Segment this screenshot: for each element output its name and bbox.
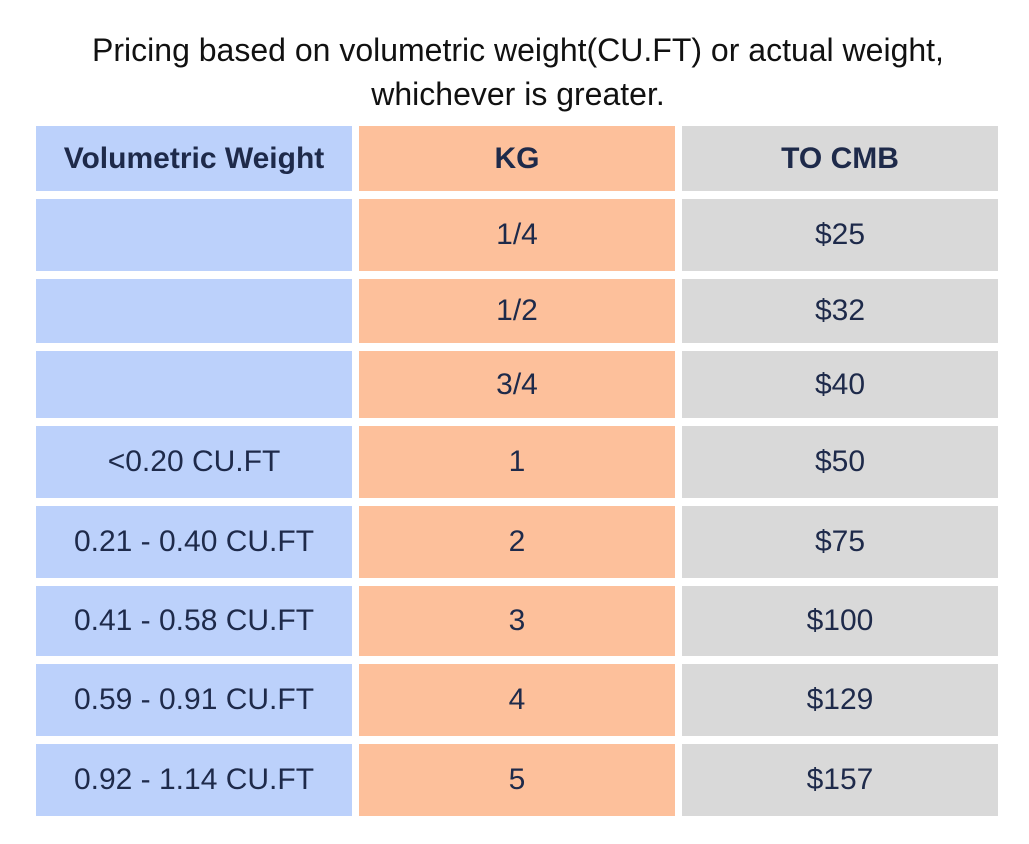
table-row: 3/4 $40: [36, 351, 998, 418]
volume-cell: [36, 199, 352, 271]
table-header-row: Volumetric Weight KG TO CMB: [36, 126, 998, 191]
volume-cell: [36, 351, 352, 418]
volume-cell: [36, 279, 352, 343]
price-cell: $157: [682, 744, 998, 816]
price-cell: $75: [682, 506, 998, 578]
caption-line-1: Pricing based on volumetric weight(CU.FT…: [92, 32, 944, 68]
header-kg: KG: [359, 126, 675, 191]
table-row: 0.21 - 0.40 CU.FT 2 $75: [36, 506, 998, 578]
kg-cell: 1/2: [359, 279, 675, 343]
price-cell: $129: [682, 664, 998, 736]
kg-cell: 4: [359, 664, 675, 736]
kg-cell: 3/4: [359, 351, 675, 418]
price-cell: $40: [682, 351, 998, 418]
caption-line-2: whichever is greater.: [371, 76, 665, 112]
header-to-cmb: TO CMB: [682, 126, 998, 191]
volume-cell: 0.92 - 1.14 CU.FT: [36, 744, 352, 816]
kg-cell: 2: [359, 506, 675, 578]
pricing-table: Volumetric Weight KG TO CMB 1/4 $25 1/2 …: [36, 126, 998, 824]
price-cell: $50: [682, 426, 998, 498]
kg-cell: 3: [359, 586, 675, 656]
table-row: 0.59 - 0.91 CU.FT 4 $129: [36, 664, 998, 736]
kg-cell: 1: [359, 426, 675, 498]
kg-cell: 1/4: [359, 199, 675, 271]
table-row: 1/2 $32: [36, 279, 998, 343]
volume-cell: 0.21 - 0.40 CU.FT: [36, 506, 352, 578]
table-row: 0.92 - 1.14 CU.FT 5 $157: [36, 744, 998, 816]
header-volumetric-weight: Volumetric Weight: [36, 126, 352, 191]
volume-cell: 0.59 - 0.91 CU.FT: [36, 664, 352, 736]
volume-cell: 0.41 - 0.58 CU.FT: [36, 586, 352, 656]
table-row: 0.41 - 0.58 CU.FT 3 $100: [36, 586, 998, 656]
kg-cell: 5: [359, 744, 675, 816]
pricing-caption: Pricing based on volumetric weight(CU.FT…: [0, 28, 1029, 116]
table-row: 1/4 $25: [36, 199, 998, 271]
price-cell: $100: [682, 586, 998, 656]
price-cell: $32: [682, 279, 998, 343]
table-row: <0.20 CU.FT 1 $50: [36, 426, 998, 498]
price-cell: $25: [682, 199, 998, 271]
volume-cell: <0.20 CU.FT: [36, 426, 352, 498]
